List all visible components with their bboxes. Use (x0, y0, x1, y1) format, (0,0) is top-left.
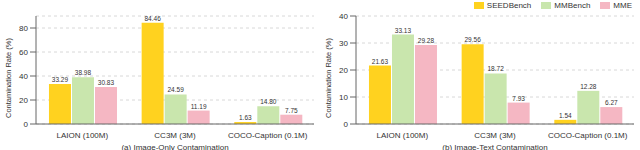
svg-text:12.28: 12.28 (580, 83, 597, 90)
svg-text:7.93: 7.93 (512, 95, 525, 102)
svg-text:1.54: 1.54 (559, 112, 572, 119)
svg-text:7.75: 7.75 (285, 107, 298, 114)
svg-text:COCO-Caption (0.1M): COCO-Caption (0.1M) (548, 131, 628, 140)
svg-text:COCO-Caption (0.1M): COCO-Caption (0.1M) (228, 131, 308, 140)
svg-text:20: 20 (19, 96, 28, 105)
svg-text:29.28: 29.28 (418, 37, 435, 44)
svg-text:(a) Image-Only Contamination: (a) Image-Only Contamination (121, 143, 228, 150)
svg-text:30: 30 (339, 39, 348, 48)
svg-text:LAION (100M): LAION (100M) (57, 131, 109, 140)
html-text:SEEDBench: SEEDBench (486, 1, 532, 10)
svg-text:11.19: 11.19 (191, 103, 207, 110)
svg-text:CC3M (3M): CC3M (3M) (154, 131, 196, 140)
svg-text:Contamination Rate (%): Contamination Rate (%) (324, 37, 333, 118)
svg-text:60: 60 (19, 48, 28, 57)
svg-text:38.98: 38.98 (75, 69, 92, 76)
svg-text:33.13: 33.13 (395, 27, 412, 34)
svg-text:84.46: 84.46 (144, 15, 161, 22)
svg-text:10: 10 (339, 93, 348, 102)
svg-text:24.59: 24.59 (167, 86, 184, 93)
svg-text:33.29: 33.29 (52, 76, 69, 83)
html-text:MMBench: MMBench (554, 1, 591, 10)
svg-text:Contamination Rate (%): Contamination Rate (%) (8, 37, 13, 118)
svg-text:30.83: 30.83 (98, 79, 115, 86)
svg-text:18.72: 18.72 (487, 65, 504, 72)
svg-text:LAION (100M): LAION (100M) (377, 131, 429, 140)
svg-text:21.63: 21.63 (372, 58, 389, 65)
svg-text:80: 80 (19, 24, 28, 33)
svg-text:29.56: 29.56 (464, 36, 481, 43)
svg-text:0: 0 (344, 120, 349, 129)
svg-text:20: 20 (339, 66, 348, 75)
svg-text:(b) Image-Text Contamination: (b) Image-Text Contamination (442, 143, 547, 150)
html-text:MME: MME (613, 1, 632, 10)
svg-text:40: 40 (19, 72, 28, 81)
svg-text:0: 0 (24, 120, 29, 129)
svg-text:40: 40 (339, 12, 348, 21)
svg-text:14.80: 14.80 (260, 98, 277, 105)
svg-text:1.63: 1.63 (239, 114, 252, 121)
svg-text:6.27: 6.27 (605, 99, 618, 106)
svg-text:CC3M (3M): CC3M (3M) (474, 131, 516, 140)
